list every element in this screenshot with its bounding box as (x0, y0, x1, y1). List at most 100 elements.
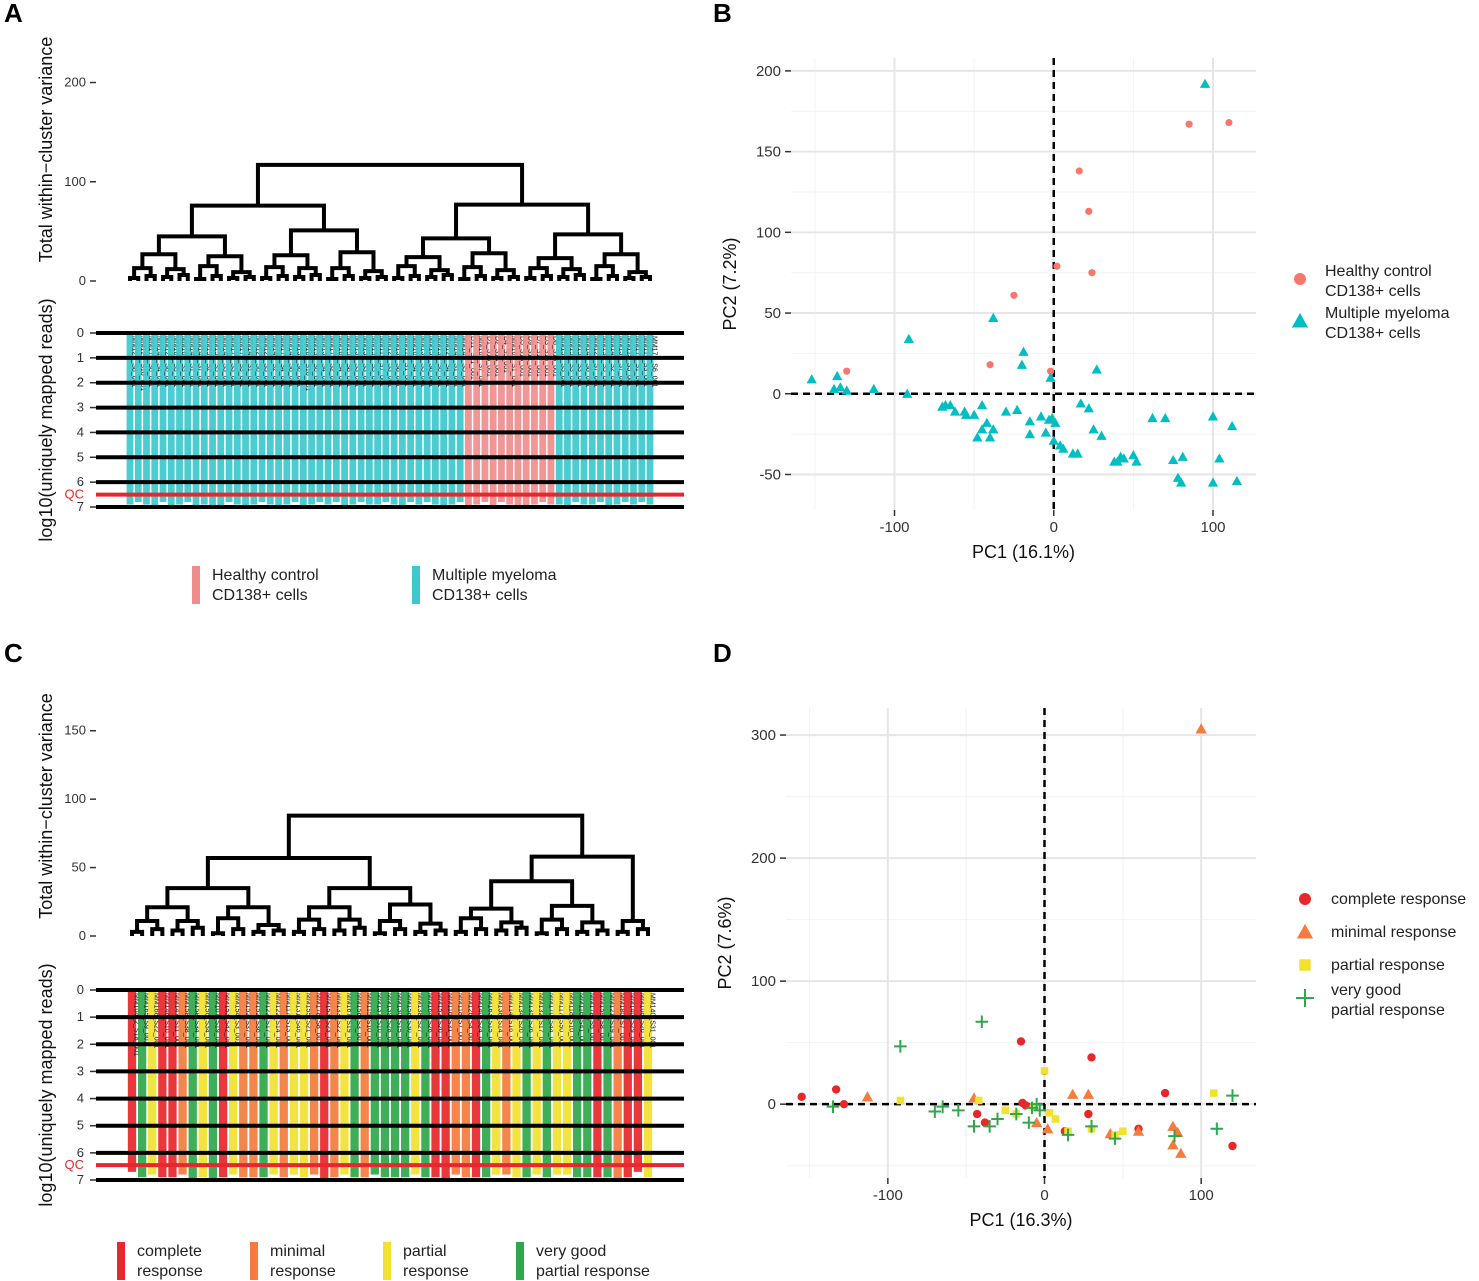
data-point (1228, 1141, 1237, 1151)
data-point (1131, 456, 1142, 466)
sample-label: MM152_S20_001 (436, 993, 443, 1048)
read-count-bar (225, 333, 233, 503)
data-point (1075, 167, 1083, 175)
data-point (1072, 448, 1083, 458)
read-count-bar (613, 333, 621, 505)
dendrogram-link (276, 274, 289, 281)
sample-label: MM144_S4_001 (155, 336, 162, 387)
legend-label: partial (403, 1243, 447, 1260)
dendrogram-link (286, 813, 585, 858)
panel-label-d: D (713, 638, 732, 668)
sample-label: MM143_S8_001 (287, 336, 294, 387)
read-count-bar (299, 333, 307, 507)
y-tick-label: 0 (768, 1096, 776, 1113)
sample-label: MM175_S4_001 (279, 336, 286, 387)
data-point (1209, 1089, 1218, 1097)
y-tick-label: 0 (773, 386, 781, 403)
y-axis-title: PC2 (7.2%) (720, 237, 740, 330)
read-count-bar (415, 333, 423, 505)
dendrogram-link (441, 273, 454, 281)
sample-label: MM138_S27_001 (416, 993, 423, 1048)
dendrogram-link (462, 265, 483, 280)
legend-key (1299, 893, 1311, 905)
read-count-bar (489, 333, 497, 507)
bar-track-tick-label: 5 (77, 449, 84, 464)
sample-label: MM115_S5_001 (626, 336, 633, 387)
read-count-bar (218, 990, 228, 1178)
x-tick-label: 100 (1189, 1187, 1214, 1204)
read-count-bar (583, 990, 592, 1178)
x-tick-label: -100 (873, 1187, 903, 1204)
data-point (839, 1099, 849, 1109)
read-count-bar (451, 990, 460, 1175)
legend-label: partial response (1331, 957, 1445, 974)
data-point (1012, 404, 1023, 415)
sample-label: MM163_S10_001 (304, 336, 311, 391)
sample-label: MM178_S1_001 (634, 336, 641, 387)
dendrogram-link (514, 925, 529, 936)
sample-label: MM174_S6_001 (147, 336, 154, 387)
read-count-bar (208, 990, 218, 1180)
dendrogram-link (231, 927, 246, 936)
dendrogram-link (474, 927, 489, 936)
panel-d-pca-scatter: 0 100 200 300 -100 0 100 PC1 (16.3%) PC2 (7.6%) c… (715, 708, 1466, 1230)
data-point (1167, 1139, 1179, 1150)
dendrogram-link (524, 276, 537, 281)
x-tick-label: 0 (1050, 519, 1058, 536)
panel-a-dendrogram: 0 100 200 Total within−cluster variance MM12… (36, 37, 684, 604)
y-tick-label: 150 (64, 723, 86, 738)
data-point (1088, 269, 1096, 277)
dendrogram-link (499, 920, 524, 931)
read-count-bar (603, 990, 612, 1178)
sample-label: MM136_S8_001 (395, 336, 402, 387)
y-tick-label: 50 (764, 305, 781, 322)
read-count-bar (423, 333, 431, 503)
sample-label: MM146_S10_001 (163, 993, 170, 1048)
bar-track-tick-label: 3 (77, 1063, 84, 1078)
dendrogram-link (256, 923, 281, 932)
sample-label: MM134_S20_001 (517, 993, 524, 1048)
sample-label: MM131_S3_001 (353, 336, 360, 387)
legend-label: partial response (1331, 1002, 1445, 1019)
read-count-bar (380, 990, 390, 1178)
data-point (1128, 449, 1139, 460)
legend-swatch (412, 566, 420, 604)
sample-label: MM156_S34_001 (203, 993, 210, 1048)
data-point (1231, 475, 1243, 486)
data-point (1168, 1129, 1181, 1143)
sample-label: D4_S5_001 (502, 336, 509, 373)
legend-label: CD138+ cells (1325, 325, 1421, 342)
legend-label: Healthy control (1325, 263, 1432, 280)
sample-label: MM122_S17_001 (264, 993, 271, 1048)
read-count-bar (407, 333, 415, 503)
sample-label: MM115_S10_001 (365, 993, 372, 1048)
read-count-bar (350, 990, 359, 1178)
bar-track-tick-label: 1 (77, 1009, 84, 1024)
read-count-bar (266, 333, 274, 505)
qc-label: QC (65, 487, 85, 502)
sample-label: MM140_S29_001 (628, 993, 635, 1048)
dendrogram-link (206, 254, 244, 273)
legend-key (1294, 273, 1306, 285)
sample-label: MM160_S7_001 (477, 336, 484, 387)
sample-label: MM122_S10_001 (139, 336, 146, 391)
read-count-bar (316, 333, 324, 503)
read-count-bar (357, 333, 365, 503)
dendrogram-link (474, 274, 487, 281)
legend-swatch (117, 1242, 125, 1280)
read-count-bar (440, 333, 448, 507)
read-count-bar (471, 990, 481, 1178)
y-tick-label: 300 (751, 727, 776, 744)
bar-track-tick-label: 5 (77, 1118, 84, 1133)
read-count-bar (630, 333, 637, 505)
dendrogram-link (312, 927, 327, 936)
legend-label: Multiple myeloma (1325, 305, 1450, 322)
dendrogram-link (177, 273, 190, 281)
sample-label: MM168_S22_001 (153, 993, 160, 1048)
read-count-bar (242, 333, 249, 507)
bar-track-tick-label: 7 (77, 499, 84, 514)
sample-label: MM131_S46_001 (294, 993, 301, 1048)
dendrogram-link (491, 276, 504, 281)
sample-label: MM154_S8_001 (345, 336, 352, 387)
read-count-bar (188, 990, 197, 1180)
